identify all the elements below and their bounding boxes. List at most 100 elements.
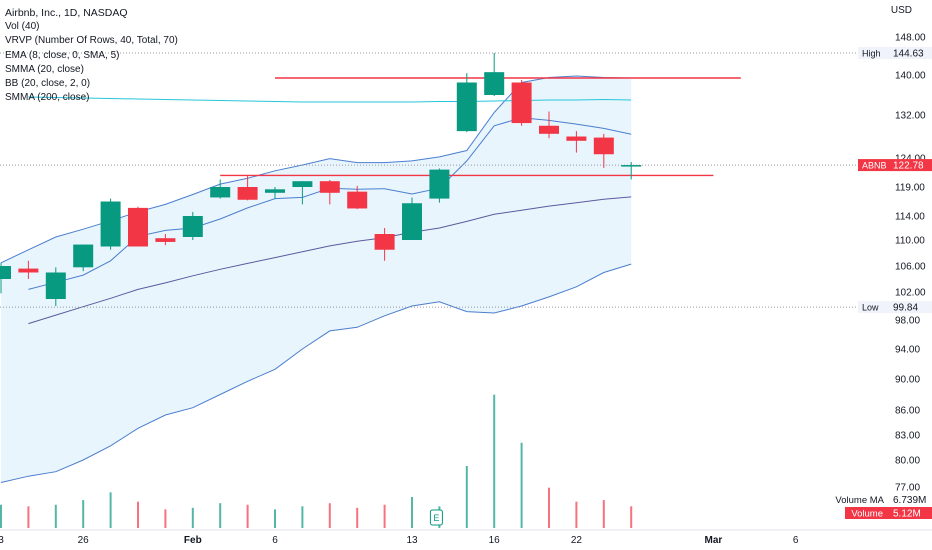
- volume-bar: [328, 503, 331, 528]
- y-tick-label: 148.00: [895, 33, 926, 44]
- candle-body: [429, 169, 450, 199]
- y-tick-label: 98.00: [895, 316, 920, 327]
- volume-ma-value: 6.739M: [893, 495, 926, 506]
- legend-smma20[interactable]: SMMA (20, close): [5, 63, 84, 75]
- candle-body: [511, 82, 532, 124]
- candle-body: [456, 82, 477, 132]
- y-tick-label: 102.00: [895, 288, 926, 299]
- volume-bar: [0, 504, 2, 528]
- y-tick-label: 124.00: [895, 154, 926, 165]
- volume-bar: [520, 442, 523, 528]
- volume-bar: [191, 507, 194, 528]
- volume-bar: [137, 501, 139, 528]
- high-badge-bg: [858, 47, 888, 60]
- candle-body: [566, 136, 587, 141]
- x-tick-label: 6: [793, 535, 799, 546]
- x-tick-label: 13: [406, 535, 418, 546]
- x-tick-label: 16: [489, 535, 501, 546]
- y-tick-label: 140.00: [895, 71, 926, 82]
- legend-vol[interactable]: Vol (40): [5, 21, 40, 33]
- candle-body: [73, 244, 94, 268]
- volume-bar: [219, 503, 222, 528]
- volume-bar: [274, 509, 276, 528]
- candle-body: [484, 72, 505, 95]
- y-tick-label: 80.00: [895, 456, 920, 467]
- legend-vrvp[interactable]: VRVP (Number Of Rows, 40, Total, 70): [5, 35, 178, 47]
- smma20-line: [28, 196, 632, 325]
- candle-body: [128, 207, 148, 247]
- volume-bar: [465, 466, 468, 528]
- earnings-marker: [429, 509, 443, 526]
- x-tick-label: 3: [0, 535, 4, 546]
- volume-bar: [548, 487, 550, 528]
- volume-bar: [109, 492, 112, 528]
- volume-bar: [575, 501, 578, 528]
- candle-body: [155, 238, 176, 242]
- volume-bar: [301, 506, 304, 528]
- volume-bar: [383, 504, 386, 528]
- low-badge-label: Low: [862, 303, 879, 313]
- volume-bar: [602, 500, 605, 528]
- y-tick-label: 114.00: [895, 212, 925, 223]
- low-badge-value-bg: [888, 301, 932, 314]
- candle-body: [265, 189, 285, 193]
- volume-bar: [82, 500, 85, 528]
- candle-body: [45, 272, 66, 299]
- y-tick-label: 132.00: [895, 111, 926, 122]
- volume-bar: [54, 504, 57, 528]
- low-badge-value: 99.84: [893, 303, 918, 314]
- y-tick-label: 119.00: [895, 183, 925, 194]
- volume-bar: [630, 506, 633, 528]
- candle-body: [100, 201, 121, 247]
- high-badge-label: High: [862, 49, 881, 59]
- currency-label[interactable]: USD: [890, 5, 912, 16]
- legend: Airbnb, Inc., 1D, NASDAQ Vol (40) VRVP (…: [5, 6, 178, 105]
- y-tick-label: 106.00: [895, 262, 926, 273]
- candle-body: [210, 187, 231, 198]
- candle-body: [319, 181, 340, 193]
- candle-body: [292, 181, 313, 187]
- ticker-badge-value-bg: [888, 159, 932, 172]
- high-badge-value: 144.63: [893, 49, 924, 60]
- y-tick-label: 77.00: [895, 483, 920, 494]
- ticker-badge-label: ABNB: [862, 161, 887, 171]
- volume-bar: [356, 507, 359, 528]
- earnings-marker-label: E: [433, 513, 439, 523]
- candle-body: [237, 187, 258, 200]
- candle-body: [0, 266, 11, 279]
- volume-value: 5.12M: [893, 509, 921, 520]
- volume-label: Volume: [851, 509, 883, 520]
- volume-bar: [493, 394, 496, 528]
- legend-title[interactable]: Airbnb, Inc., 1D, NASDAQ: [5, 7, 128, 19]
- candle-body: [18, 268, 39, 273]
- volume-bar: [246, 504, 249, 528]
- candle-body: [593, 137, 614, 155]
- x-tick-label: 6: [272, 535, 278, 546]
- y-tick-label: 110.00: [895, 236, 925, 247]
- volume-bar: [411, 497, 413, 528]
- candle-body: [539, 125, 559, 134]
- candle-body: [621, 165, 642, 167]
- legend-smma200[interactable]: SMMA (200, close): [5, 92, 90, 104]
- bb-lower-line: [0, 263, 632, 483]
- bb-fill: [1, 76, 632, 483]
- low-badge-bg: [858, 301, 888, 314]
- x-tick-label: Feb: [184, 535, 202, 546]
- x-tick-label: 22: [571, 535, 583, 546]
- x-tick-label: 26: [78, 535, 90, 546]
- candle-body: [374, 234, 395, 250]
- candle-body: [182, 216, 203, 237]
- y-tick-label: 86.00: [895, 406, 920, 417]
- candle-body: [402, 203, 422, 240]
- legend-bb[interactable]: BB (20, close, 2, 0): [5, 78, 91, 90]
- y-tick-label: 83.00: [895, 431, 920, 442]
- legend-ema[interactable]: EMA (8, close, 0, SMA, 5): [5, 49, 120, 61]
- candle-body: [347, 191, 368, 209]
- volume-ma-label: Volume MA: [835, 495, 884, 506]
- y-tick-label: 90.00: [895, 375, 920, 386]
- high-badge-value-bg: [888, 47, 932, 60]
- volume-badge-bg: [845, 507, 932, 519]
- x-tick-label: Mar: [705, 535, 723, 546]
